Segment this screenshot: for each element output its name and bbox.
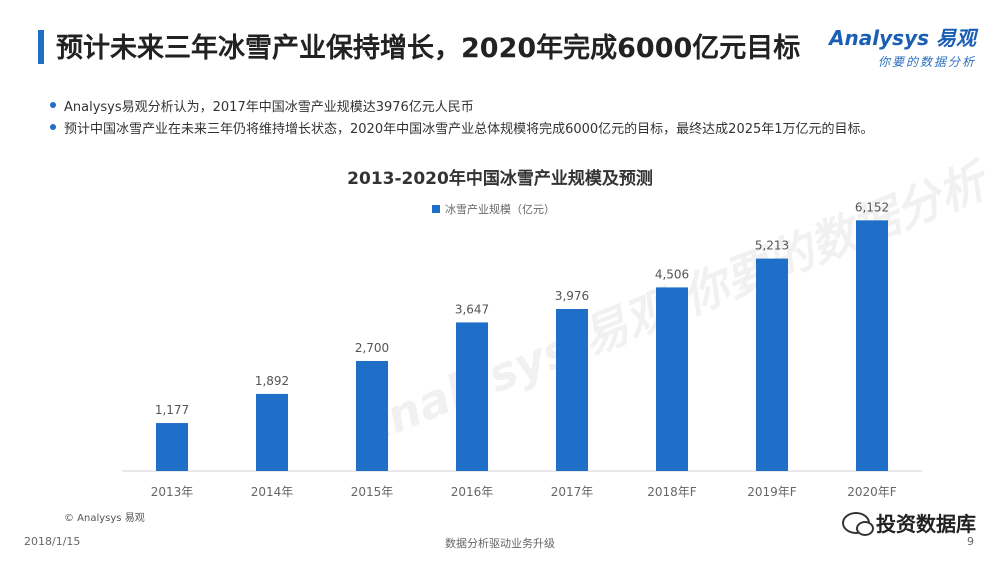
- logo-tagline: 你要的数据分析: [877, 55, 976, 69]
- data-label: 3,976: [555, 289, 589, 303]
- data-label: 4,506: [655, 267, 689, 281]
- bullet-dot-icon: [50, 102, 56, 108]
- bar: [856, 220, 888, 471]
- slide-title: 预计未来三年冰雪产业保持增长，2020年完成6000亿元目标: [56, 33, 801, 64]
- data-label: 5,213: [755, 239, 789, 253]
- wechat-watermark: 投资数据库: [842, 508, 976, 537]
- bullet-list: Analysys易观分析认为，2017年中国冰雪产业规模达3976亿元人民币 预…: [50, 94, 874, 138]
- bullet-item: 预计中国冰雪产业在未来三年仍将维持增长状态，2020年中国冰雪产业总体规模将完成…: [50, 116, 874, 138]
- bar: [756, 258, 788, 471]
- analysys-logo: Analysys 易观 你要的数据分析: [829, 22, 976, 70]
- bullet-text: 预计中国冰雪产业在未来三年仍将维持增长状态，2020年中国冰雪产业总体规模将完成…: [64, 121, 874, 137]
- x-tick-label: 2019年F: [747, 485, 797, 499]
- x-tick-label: 2015年: [351, 485, 394, 499]
- chart-legend: 冰雪产业规模（亿元）: [432, 201, 555, 217]
- data-label: 6,152: [855, 200, 889, 214]
- bar: [156, 423, 188, 471]
- bullet-text: Analysys易观分析认为，2017年中国冰雪产业规模达3976亿元人民币: [64, 99, 474, 115]
- footer-slogan: 数据分析驱动业务升级: [445, 537, 555, 550]
- bar: [556, 308, 588, 471]
- footer-date: 2018/1/15: [24, 535, 81, 548]
- data-label: 1,892: [255, 374, 289, 388]
- x-tick-label: 2017年: [551, 485, 594, 499]
- x-tick-label: 2016年: [451, 485, 494, 499]
- page-number: 9: [967, 535, 974, 548]
- bar: [256, 393, 288, 471]
- title-accent-bar: [38, 30, 44, 64]
- legend-label: 冰雪产业规模（亿元）: [445, 203, 555, 216]
- data-label: 3,647: [455, 302, 489, 316]
- logo-name: Analysys 易观: [829, 26, 976, 50]
- x-tick-label: 2020年F: [847, 485, 897, 499]
- bar: [656, 287, 688, 471]
- wechat-icon: [842, 511, 874, 536]
- x-tick-label: 2013年: [151, 485, 194, 499]
- wechat-account: 投资数据库: [876, 512, 976, 536]
- x-tick-label: 2018年F: [647, 485, 697, 499]
- bullet-dot-icon: [50, 124, 56, 130]
- data-label: 1,177: [155, 403, 189, 417]
- x-tick-label: 2014年: [251, 485, 294, 499]
- source-note: © Analysys 易观: [64, 513, 145, 524]
- bar: [356, 360, 388, 471]
- data-label: 2,700: [355, 341, 389, 355]
- bar: [456, 322, 488, 471]
- bullet-item: Analysys易观分析认为，2017年中国冰雪产业规模达3976亿元人民币: [50, 94, 874, 116]
- legend-swatch: [432, 205, 440, 213]
- chart-title: 2013-2020年中国冰雪产业规模及预测: [347, 169, 653, 189]
